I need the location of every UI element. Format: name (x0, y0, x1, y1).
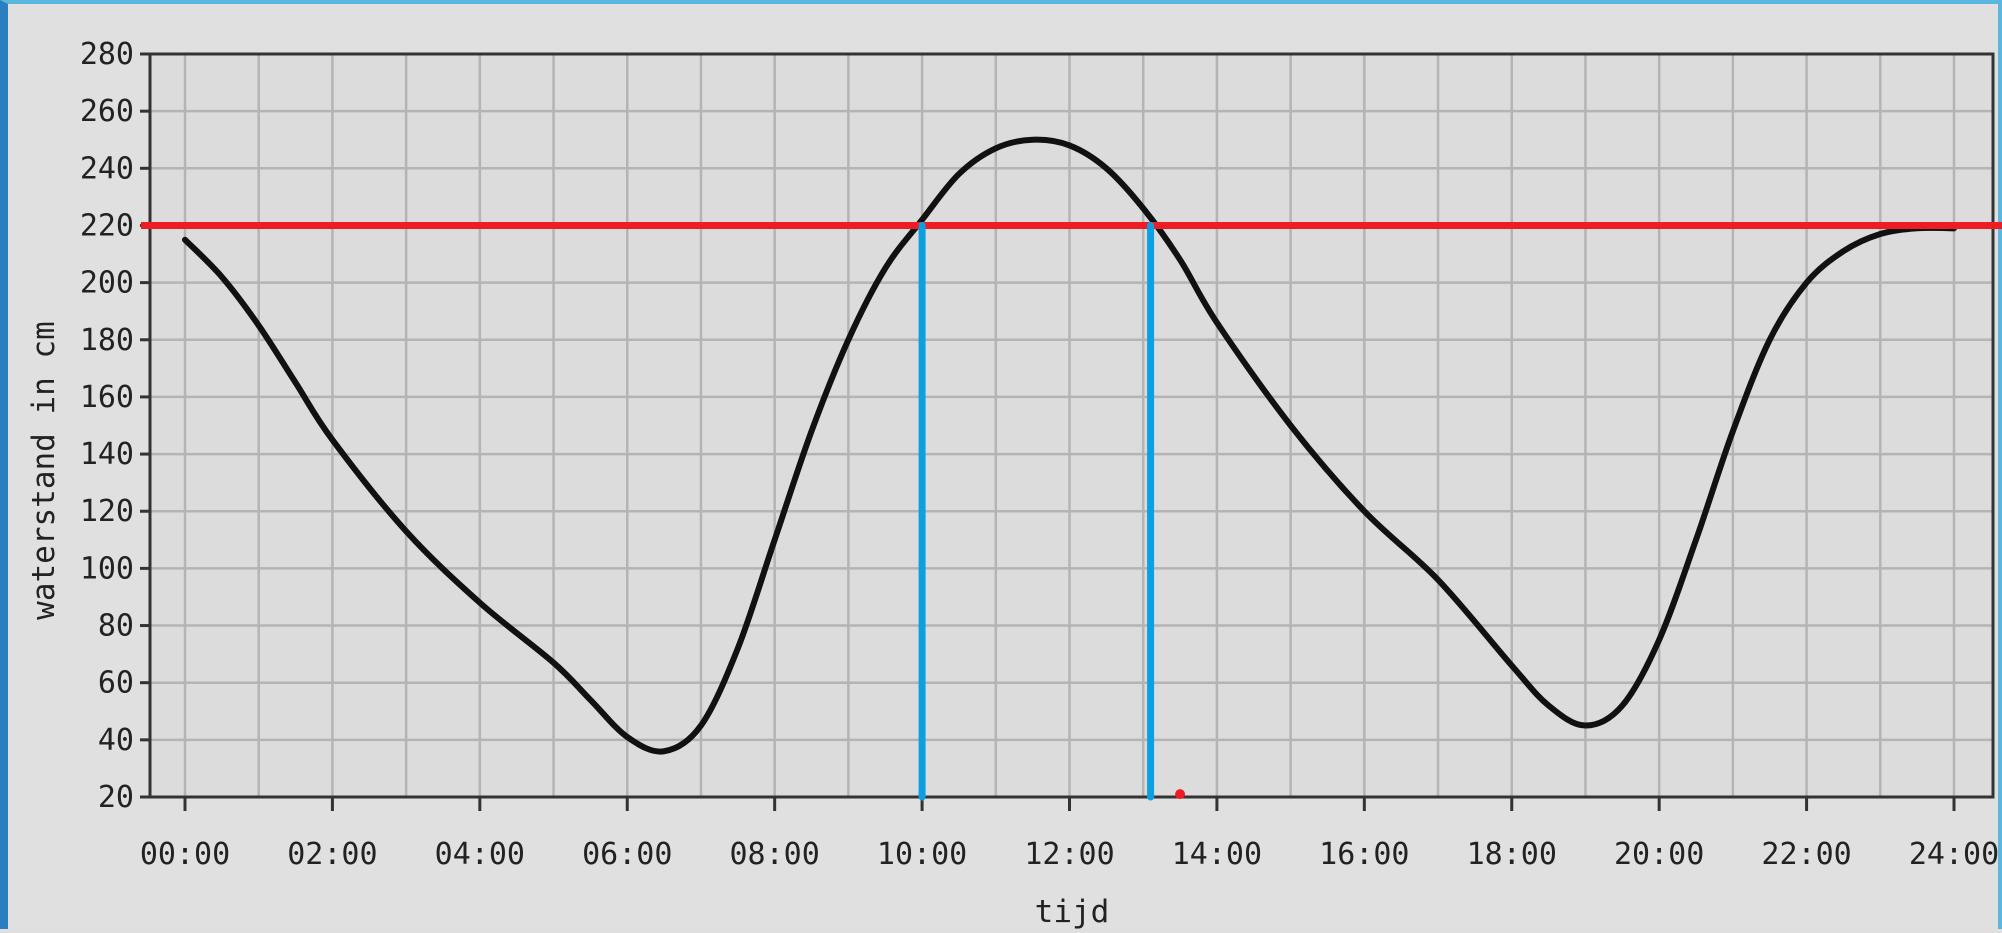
x-tick-label: 22:00 (1761, 837, 1851, 872)
x-tick-label: 24:00 (1909, 837, 1999, 872)
y-tick-label: 220 (80, 208, 134, 243)
water-level-series-line (182, 136, 1957, 755)
plot-border (148, 52, 1995, 799)
y-axis-title: waterstand in cm (26, 321, 62, 620)
y-tick-label: 180 (80, 323, 134, 358)
y-tick-label: 160 (80, 380, 134, 415)
x-axis-title: tijd (1035, 894, 1110, 930)
x-tick-label: 08:00 (730, 837, 820, 872)
red-marker-dot (1175, 789, 1186, 800)
x-tick-label: 20:00 (1614, 837, 1704, 872)
x-tick-label: 10:00 (877, 837, 967, 872)
y-tick-label: 240 (80, 151, 134, 186)
x-tick-label: 00:00 (140, 837, 230, 872)
x-tick-label: 16:00 (1319, 837, 1409, 872)
plot-area (150, 54, 1993, 797)
y-tick-label: 120 (80, 494, 134, 529)
y-tick-label: 100 (80, 551, 134, 586)
x-tick-label: 06:00 (582, 837, 672, 872)
y-tick-label: 40 (98, 723, 134, 758)
y-tick-label: 80 (98, 609, 134, 644)
y-tick-label: 20 (98, 780, 134, 815)
x-tick-label: 12:00 (1024, 837, 1114, 872)
y-tick-label: 280 (80, 37, 134, 72)
water-level-chart: 20 40 60 80 100 120 140 160 180 200 220 240 260 280 00… (26, 37, 2002, 930)
x-tick-label: 04:00 (435, 837, 525, 872)
x-tick-label: 02:00 (287, 837, 377, 872)
y-tick-label: 260 (80, 94, 134, 129)
y-tick-label: 60 (98, 666, 134, 701)
x-tick-label: 14:00 (1172, 837, 1262, 872)
y-tick-label: 140 (80, 437, 134, 472)
x-tick-label: 18:00 (1467, 837, 1557, 872)
y-tick-label: 200 (80, 266, 134, 301)
